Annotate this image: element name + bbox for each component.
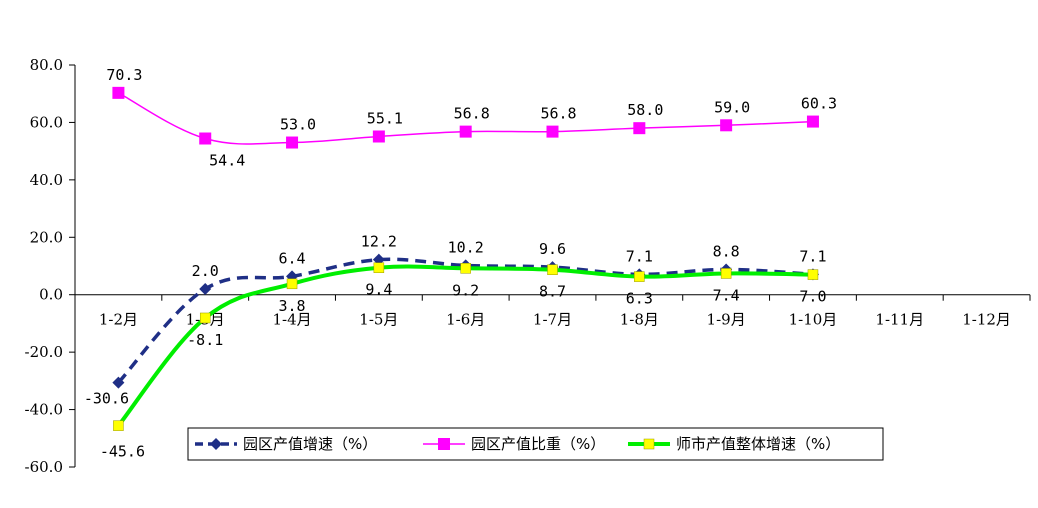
point-square: [113, 420, 124, 431]
x-tick-label: 1-4月: [272, 311, 311, 329]
x-tick-label: 1-7月: [533, 311, 572, 329]
legend-item-0: 园区产值增速（%）: [195, 435, 377, 453]
data-label: 56.8: [540, 105, 576, 123]
point-diamond: [112, 376, 125, 389]
point-diamond: [210, 438, 222, 450]
data-label: -45.6: [100, 443, 145, 461]
x-tick-label: 1-9月: [707, 311, 746, 329]
point-square: [547, 264, 558, 275]
point-diamond: [199, 282, 212, 295]
x-tick-label: 1-2月: [99, 311, 138, 329]
point-square: [459, 125, 472, 138]
point-square: [720, 119, 733, 132]
y-tick-label: 80.0: [30, 56, 63, 74]
data-labels: -30.6 2.0 6.4 12.2 10.2 9.6 7.1 8.8 7.1 70.3 54.4 5…: [84, 66, 837, 461]
x-tick-label: 1-11月: [875, 311, 924, 329]
series-layer: [112, 86, 819, 431]
data-label: 70.3: [106, 66, 142, 84]
legend-label: 园区产值比重（%）: [471, 435, 605, 453]
data-label: -8.1: [187, 331, 223, 349]
x-tick-label: 1-6月: [446, 311, 485, 329]
data-label: 7.0: [799, 288, 826, 306]
data-label: 60.3: [801, 95, 837, 113]
x-tick-label: 1-12月: [962, 311, 1011, 329]
point-square: [807, 269, 819, 280]
x-tick-label: 1-10月: [789, 311, 838, 329]
y-tick-label: -60.0: [25, 458, 63, 476]
y-tick-label: -20.0: [25, 343, 63, 361]
point-square: [460, 263, 471, 274]
y-tick-label: 20.0: [30, 228, 63, 246]
data-label: 3.8: [278, 297, 305, 315]
point-square: [720, 268, 732, 279]
point-square: [373, 262, 385, 273]
legend-item-1: 园区产值比重（%）: [423, 435, 605, 453]
data-label: -30.6: [84, 390, 129, 408]
data-label: 59.0: [714, 98, 750, 116]
series-1: [112, 86, 819, 149]
y-axis: 80.0 60.0 40.0 20.0 0.0 -20.0 -40.0 -60.0: [25, 56, 76, 476]
data-label: 9.2: [452, 281, 479, 299]
data-label: 7.1: [799, 247, 826, 265]
data-label: 9.6: [539, 240, 566, 258]
point-square: [199, 312, 211, 324]
data-label: 8.8: [713, 242, 740, 260]
data-label: 7.1: [626, 247, 653, 265]
data-label: 12.2: [361, 233, 397, 251]
point-square: [112, 86, 125, 99]
legend-label: 师市产值整体增速（%）: [676, 435, 840, 453]
data-label: 54.4: [209, 152, 245, 170]
data-label: 9.4: [365, 281, 392, 299]
data-label: 2.0: [192, 262, 219, 280]
point-square: [199, 132, 212, 145]
legend-item-2: 师市产值整体增速（%）: [628, 435, 840, 453]
data-label: 7.4: [713, 286, 740, 304]
point-square: [372, 130, 385, 143]
series-2: [113, 262, 819, 431]
point-square: [286, 136, 299, 149]
y-tick-label: 60.0: [30, 113, 63, 131]
data-label: 8.7: [539, 283, 566, 301]
x-axis: 1-2月1-3月1-4月1-5月1-6月1-7月1-8月1-9月1-10月1-1…: [74, 294, 1031, 329]
y-tick-label: -40.0: [25, 401, 63, 419]
point-square: [634, 271, 645, 282]
data-label: 56.8: [454, 105, 490, 123]
point-square: [643, 438, 655, 450]
data-label: 58.0: [627, 101, 663, 119]
legend-label: 园区产值增速（%）: [243, 435, 377, 453]
point-square: [286, 278, 298, 290]
x-tick-label: 1-8月: [620, 311, 659, 329]
point-square: [806, 115, 819, 128]
point-square: [546, 125, 559, 138]
point-square: [438, 438, 450, 450]
data-label: 6.3: [626, 290, 653, 308]
data-label: 6.4: [278, 249, 305, 267]
data-label: 53.0: [280, 116, 316, 134]
data-label: 55.1: [367, 109, 403, 127]
x-tick-label: 1-5月: [359, 311, 398, 329]
point-square: [633, 122, 646, 135]
y-tick-label: 40.0: [30, 171, 63, 189]
legend-box: [187, 427, 884, 461]
legend: 园区产值增速（%） 园区产值比重（%） 师市产值整体增速（%）: [187, 427, 884, 461]
data-label: 10.2: [448, 238, 484, 256]
y-tick-label: 0.0: [39, 286, 63, 304]
